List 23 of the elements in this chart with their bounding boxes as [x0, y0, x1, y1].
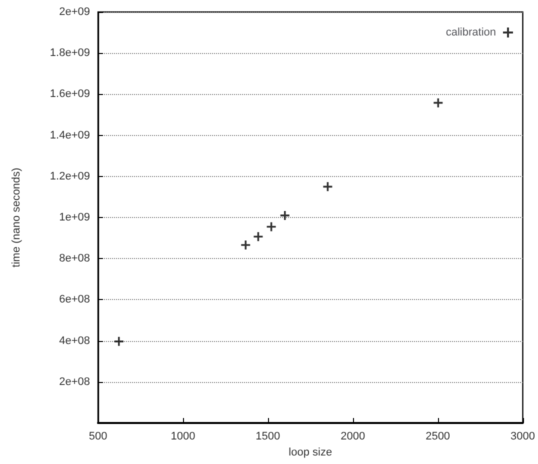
y-tick-label: 4e+08: [59, 334, 90, 347]
point: [114, 336, 124, 346]
x-tick-label: 1000: [170, 430, 196, 442]
x-tick-label: 2500: [426, 430, 450, 442]
y-tick-label: 6e+08: [59, 294, 90, 306]
y-tick-label: 1e+09: [59, 212, 90, 224]
point: [241, 240, 250, 250]
x-tick-label: 2000: [340, 430, 366, 442]
y-tick-label: 2e+08: [59, 376, 90, 388]
y-tick-label: 2e+09: [59, 6, 90, 18]
y-tick-label: 8e+08: [59, 252, 90, 265]
x-axis-title: loop size: [288, 446, 332, 458]
point: [280, 210, 290, 220]
point: [254, 232, 263, 242]
legend-label: calibration: [446, 26, 496, 38]
x-tick-label: 500: [88, 430, 108, 442]
x-tick-label: 3000: [510, 430, 536, 442]
y-axis-title: time (nano seconds): [10, 168, 22, 268]
y-tick-label: 1.4e+09: [50, 129, 90, 142]
y-tick-label: 1.8e+09: [50, 47, 90, 60]
y-tick-label: 1.2e+09: [50, 170, 90, 182]
y-tick-label: 1.6e+09: [50, 88, 90, 100]
x-tick-label: 1500: [256, 430, 280, 442]
